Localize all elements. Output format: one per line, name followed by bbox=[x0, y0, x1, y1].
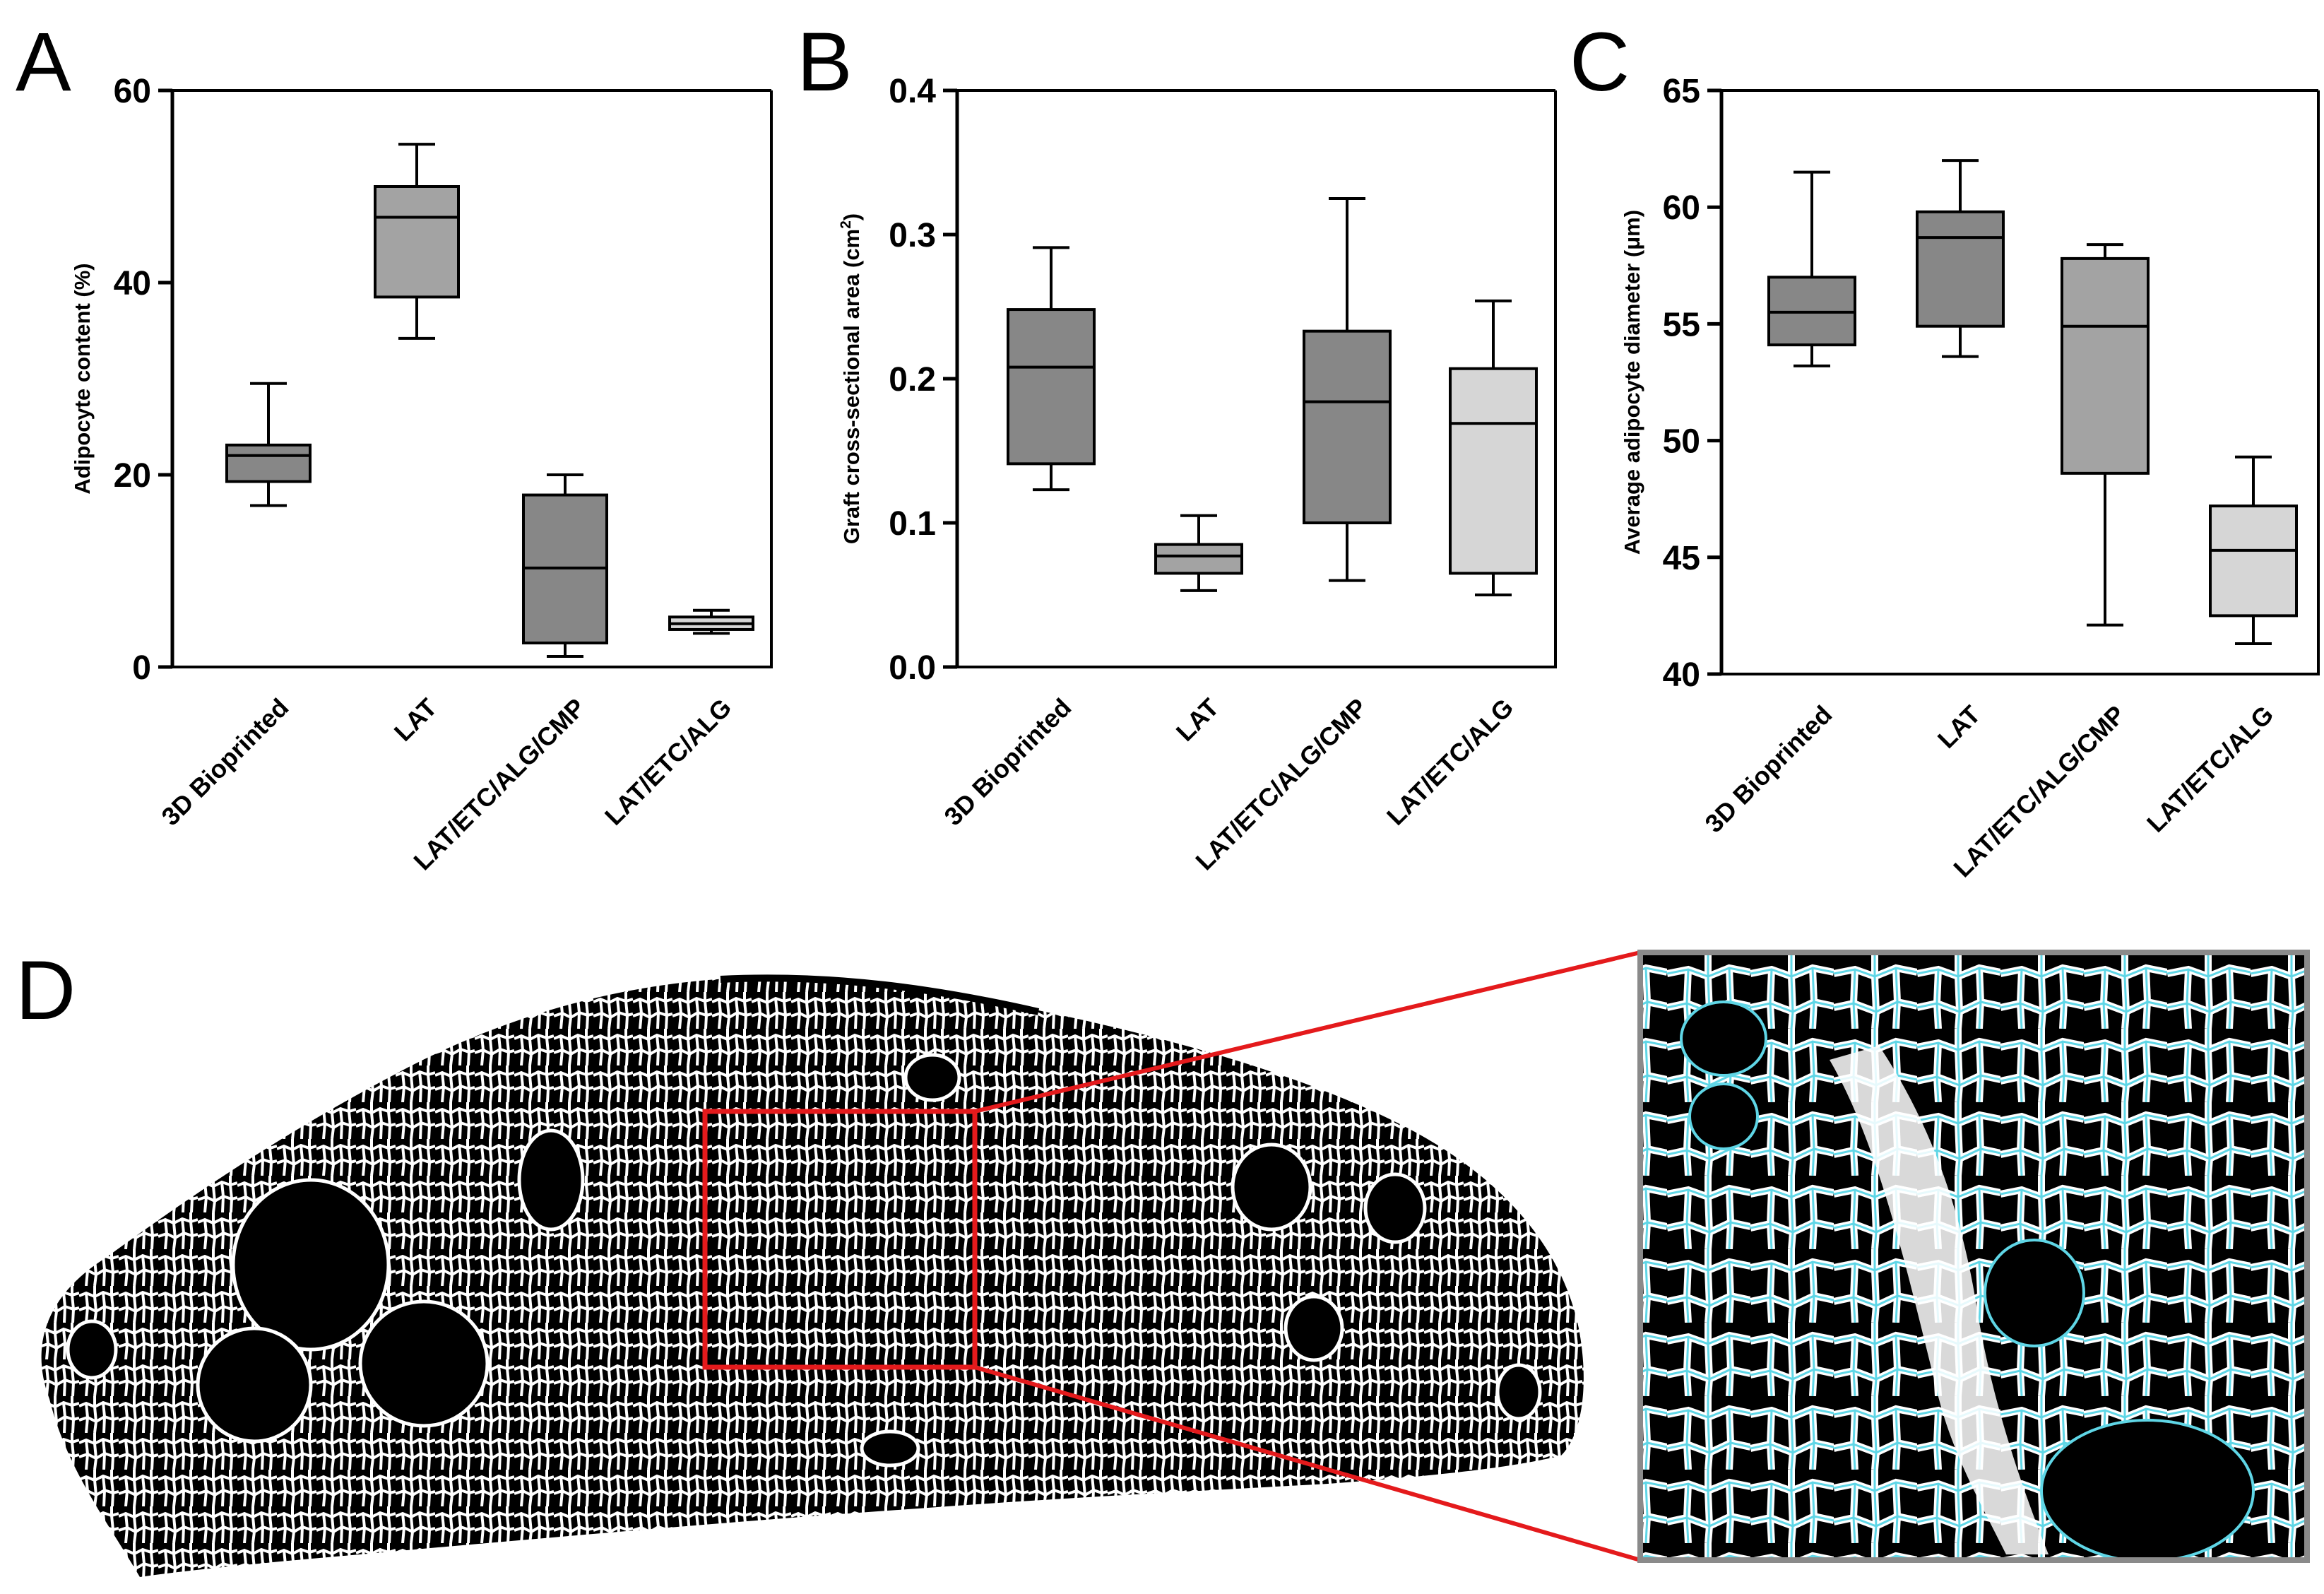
panel-b-y-tick-labels: 0.0 0.1 0.2 0.3 0.4 bbox=[889, 73, 936, 687]
iqr-box bbox=[225, 443, 312, 483]
panel-a-y-tick-label: 40 bbox=[114, 265, 151, 302]
large-adipocyte bbox=[1283, 1294, 1344, 1362]
iqr-box bbox=[1916, 210, 2005, 328]
panel-b-category-label: LAT/ETC/ALG bbox=[1381, 692, 1519, 830]
panel-c-y-ticks bbox=[1707, 88, 1721, 676]
panel-c-category-label: LAT/ETC/ALG bbox=[2141, 699, 2279, 837]
box-2 bbox=[1154, 514, 1243, 592]
panel-b-y-tick-label: 0.2 bbox=[889, 361, 936, 398]
box-4 bbox=[668, 608, 754, 635]
large-adipocyte bbox=[1495, 1363, 1542, 1421]
iqr-box bbox=[374, 185, 460, 299]
zoom-stroma-region bbox=[1830, 1046, 2049, 1554]
panel-a-category-label: LAT bbox=[389, 692, 443, 747]
iqr-box bbox=[2209, 504, 2298, 618]
panel-a-y-ticks bbox=[158, 88, 172, 669]
panel-a-category-label: 3D Bioprinted bbox=[155, 692, 294, 831]
tissue-top-edge bbox=[720, 974, 1040, 1015]
box-4 bbox=[2209, 455, 2298, 646]
box-2 bbox=[1916, 159, 2005, 358]
large-adipocyte bbox=[1363, 1172, 1427, 1244]
panel-b-y-tick-label: 0.0 bbox=[889, 649, 936, 687]
panel-c: C 40 45 50 55 60 65 3D Bioprinted LAT LAT/ETC/A… bbox=[1570, 16, 2320, 882]
panel-a-category-label: LAT/ETC/ALG bbox=[599, 692, 737, 830]
panel-a-boxes bbox=[225, 143, 754, 659]
panel-a-y-tick-labels: 0 20 40 60 bbox=[114, 73, 151, 687]
panel-b-category-label: LAT bbox=[1170, 692, 1225, 747]
panel-b-category-label: 3D Bioprinted bbox=[938, 692, 1077, 831]
zoom-large-adipocyte bbox=[1680, 1000, 1767, 1077]
zoom-connector-top bbox=[974, 950, 1641, 1114]
panel-c-y-tick-label: 45 bbox=[1663, 540, 1700, 577]
zoom-inset-border bbox=[1637, 950, 2310, 1563]
panel-b-y-axis-title-main: Graft cross-sectional area (cm bbox=[839, 229, 864, 544]
panel-b: B 0.0 0.1 0.2 0.3 0.4 3D Bioprinted LAT LAT/ET… bbox=[797, 16, 1557, 875]
large-adipocyte bbox=[358, 1299, 490, 1428]
panel-b-y-axis-title: Graft cross-sectional area (cm2) bbox=[838, 213, 864, 544]
panel-c-category-label: LAT bbox=[1932, 699, 1986, 754]
iqr-box bbox=[2061, 256, 2150, 475]
box-2 bbox=[374, 143, 460, 340]
box-3 bbox=[522, 473, 608, 659]
panel-c-category-label: 3D Bioprinted bbox=[1699, 699, 1837, 838]
box-3 bbox=[1303, 197, 1392, 582]
iqr-box bbox=[1007, 308, 1096, 466]
large-adipocyte bbox=[903, 1053, 961, 1102]
panel-c-y-axis-title: Average adipocyte diameter (μm) bbox=[1620, 210, 1644, 555]
zoom-large-adipocyte bbox=[2040, 1419, 2255, 1563]
panel-c-y-tick-label: 40 bbox=[1663, 656, 1700, 694]
panel-a-letter: A bbox=[16, 16, 71, 109]
panel-c-boxes bbox=[1767, 159, 2298, 646]
panel-c-y-tick-label: 65 bbox=[1663, 73, 1700, 110]
zoom-large-adipocyte bbox=[1984, 1239, 2085, 1347]
box-3 bbox=[2061, 243, 2150, 627]
panel-b-y-axis-title-sup: 2 bbox=[838, 220, 854, 229]
large-adipocyte bbox=[196, 1326, 313, 1444]
panel-a-y-tick-label: 60 bbox=[114, 73, 151, 110]
iqr-box bbox=[1303, 329, 1392, 524]
panel-b-y-tick-label: 0.1 bbox=[889, 505, 936, 543]
panel-c-y-tick-label: 55 bbox=[1663, 306, 1700, 343]
large-adipocyte bbox=[231, 1178, 391, 1352]
zoom-region-box bbox=[702, 1109, 978, 1370]
panel-c-y-tick-labels: 40 45 50 55 60 65 bbox=[1663, 73, 1700, 694]
panel-b-boxes bbox=[1007, 197, 1538, 596]
large-adipocyte bbox=[1231, 1143, 1312, 1232]
large-adipocyte bbox=[860, 1429, 920, 1468]
panel-c-y-tick-label: 50 bbox=[1663, 423, 1700, 461]
panel-c-letter: C bbox=[1570, 16, 1630, 109]
box-4 bbox=[1449, 299, 1538, 596]
panel-b-y-tick-label: 0.4 bbox=[889, 73, 936, 110]
panel-c-y-tick-label: 60 bbox=[1663, 189, 1700, 227]
panel-b-y-tick-label: 0.3 bbox=[889, 217, 936, 254]
panel-d-letter: D bbox=[16, 944, 76, 1037]
box-1 bbox=[1007, 246, 1096, 492]
large-adipocyte bbox=[66, 1319, 118, 1380]
panel-a-y-tick-label: 0 bbox=[132, 649, 151, 687]
iqr-box bbox=[1449, 367, 1538, 575]
large-adipocyte bbox=[517, 1128, 585, 1232]
box-1 bbox=[1767, 170, 1856, 367]
panel-d: D bbox=[16, 944, 2310, 1577]
panel-b-letter: B bbox=[797, 16, 853, 109]
panel-a-y-axis-title: Adipocyte content (%) bbox=[70, 263, 95, 494]
box-1 bbox=[225, 382, 312, 507]
zoom-connector-bottom bbox=[974, 1365, 1641, 1562]
iqr-box bbox=[1154, 543, 1243, 575]
panel-a-y-tick-label: 20 bbox=[114, 457, 151, 495]
panel-b-y-ticks bbox=[943, 88, 957, 669]
zoom-large-adipocyte bbox=[1688, 1082, 1759, 1150]
panel-b-y-axis-title-end: ) bbox=[839, 213, 864, 220]
